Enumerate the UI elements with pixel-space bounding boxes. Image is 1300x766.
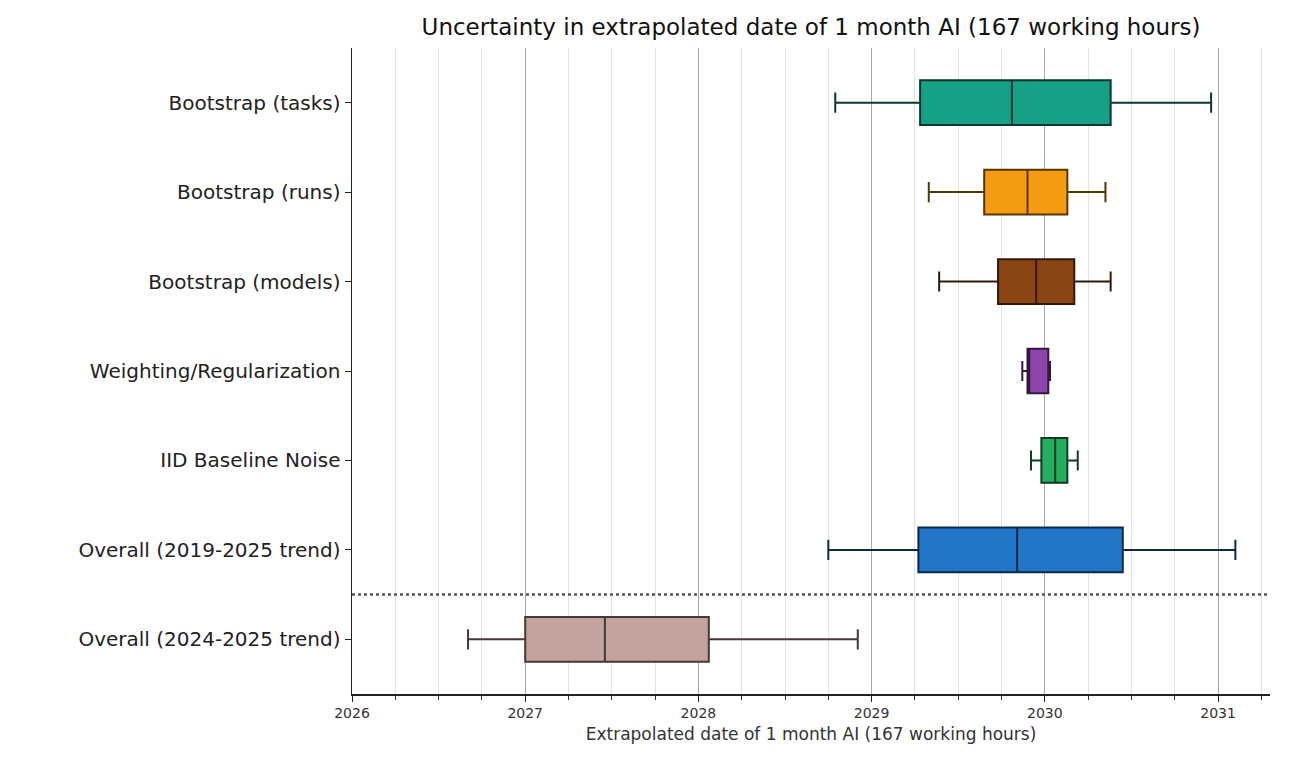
svg-text:Bootstrap (runs): Bootstrap (runs) [177, 180, 340, 204]
svg-text:Bootstrap (models): Bootstrap (models) [148, 270, 340, 294]
svg-text:2028: 2028 [681, 705, 717, 721]
svg-text:Overall (2019-2025 trend): Overall (2019-2025 trend) [78, 538, 340, 562]
svg-text:2031: 2031 [1200, 705, 1236, 721]
svg-text:2027: 2027 [507, 705, 543, 721]
svg-text:2029: 2029 [854, 705, 890, 721]
svg-text:Bootstrap (tasks): Bootstrap (tasks) [169, 91, 341, 115]
svg-text:2030: 2030 [1027, 705, 1063, 721]
svg-text:IID Baseline Noise: IID Baseline Noise [160, 448, 340, 472]
svg-text:2026: 2026 [334, 705, 370, 721]
svg-text:Extrapolated date of 1 month A: Extrapolated date of 1 month AI (167 wor… [586, 724, 1037, 744]
svg-text:Overall (2024-2025 trend): Overall (2024-2025 trend) [78, 627, 340, 651]
svg-text:Weighting/Regularization: Weighting/Regularization [90, 359, 341, 383]
svg-text:Uncertainty in extrapolated da: Uncertainty in extrapolated date of 1 mo… [422, 14, 1201, 40]
